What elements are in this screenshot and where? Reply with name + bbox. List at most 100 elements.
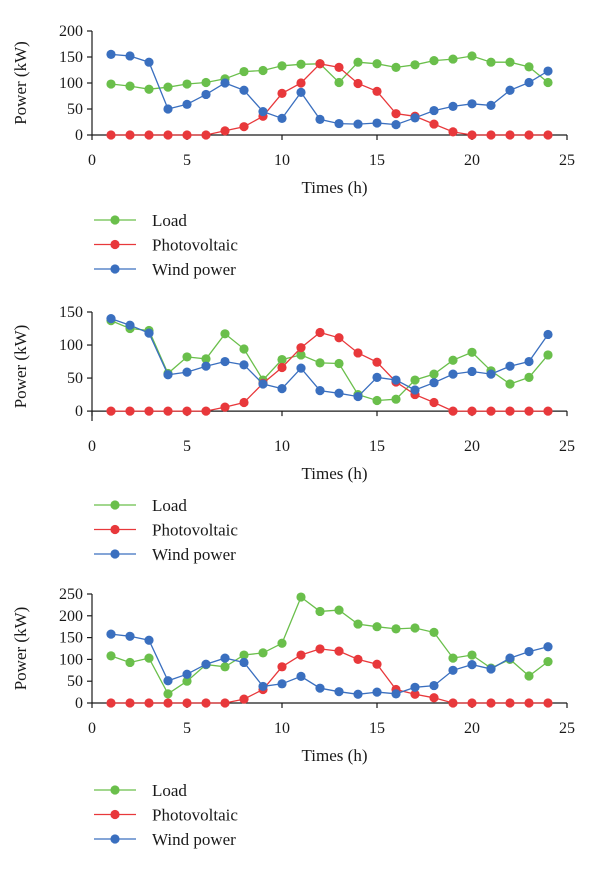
panel1-wind-power-point	[277, 113, 287, 123]
panel1-wind-power-point	[125, 51, 135, 61]
panel1-wind-power-point	[106, 49, 116, 60]
panel1-photovoltaic-point	[163, 130, 173, 140]
panel3-load-point	[125, 657, 135, 668]
panel1-wind-power-point	[296, 87, 306, 97]
panel2-x-tick-label: 25	[559, 438, 575, 455]
panel3-wind-power-point	[543, 642, 553, 652]
panel2-wind-power-line	[110, 317, 549, 398]
panel1-photovoltaic-point	[201, 130, 211, 140]
panel2-load-point	[182, 352, 192, 362]
panel1-load-point	[353, 57, 363, 67]
panel2-load-point	[220, 329, 230, 339]
panel1-x-tick-label: 0	[88, 152, 96, 169]
panel1-photovoltaic-point	[144, 130, 154, 140]
panel2-photovoltaic-point	[296, 343, 306, 353]
panel3-photovoltaic-point	[125, 698, 135, 708]
panel1-load-point	[182, 79, 192, 89]
panel1-legend-photovoltaic-label: Photovoltaic	[152, 236, 238, 255]
panel2-y-tick-label: 100	[59, 337, 83, 354]
panel2-x-tick-label: 10	[274, 438, 290, 455]
panel1-load-point	[258, 65, 268, 76]
panel3-photovoltaic-point	[220, 698, 230, 708]
panel2-wind-power-point	[144, 328, 154, 338]
panel1-photovoltaic-point	[467, 130, 477, 140]
panel1-wind-power-point	[505, 85, 515, 95]
panel2-x-tick-label: 20	[464, 438, 480, 455]
panel3-load-point	[163, 689, 173, 699]
panel1-load-point	[239, 66, 249, 77]
panel3-wind-power-point	[334, 687, 344, 697]
panel1-y-tick-label: 150	[59, 49, 83, 66]
panel2-photovoltaic-point	[239, 397, 249, 408]
panel2-legend-photovoltaic-label: Photovoltaic	[152, 521, 238, 540]
panel1-wind-power-point	[334, 118, 344, 129]
panel1-y-axis-title: Power (kW)	[11, 41, 30, 125]
panel3-load-point	[467, 650, 477, 660]
panel3-photovoltaic-point	[524, 698, 534, 708]
panel2-load-point	[391, 394, 401, 404]
panel3-wind-power-point	[106, 629, 116, 639]
panel1-photovoltaic-point	[448, 127, 458, 137]
panel1-y-tick-label: 200	[59, 23, 83, 40]
panel1-wind-power-point	[391, 120, 401, 130]
panel1-load-point	[334, 77, 344, 88]
panel3-y-tick-label: 200	[59, 608, 83, 625]
panel3-x-tick-label: 0	[88, 720, 96, 737]
panel3-photovoltaic-point	[334, 646, 344, 656]
panel3-photovoltaic-point	[429, 693, 439, 703]
panel1-load-point	[505, 57, 515, 67]
panel2-wind-power-point	[429, 378, 439, 388]
panel3-x-tick-label: 25	[559, 720, 575, 737]
panel2-y-tick-label: 50	[67, 370, 83, 387]
panel2-photovoltaic-point	[524, 406, 534, 416]
panel3-load-point	[391, 624, 401, 634]
panel3-photovoltaic-point	[315, 644, 325, 654]
panel2-load-point	[467, 347, 477, 357]
panel2-legend-photovoltaic-marker	[110, 524, 120, 535]
panel2-wind-power-point	[315, 386, 325, 396]
panel1-y-tick-label: 100	[59, 75, 83, 92]
panel3-wind-power-point	[372, 687, 382, 697]
panel3-load-point	[144, 653, 154, 663]
panel3-photovoltaic-point	[106, 698, 116, 708]
panel2-photovoltaic-point	[144, 406, 154, 416]
panel2-wind-power-point	[334, 388, 344, 398]
panel1-wind-power-point	[353, 119, 363, 129]
panel2-x-tick-label: 5	[183, 438, 191, 455]
panel2-wind-power-point	[391, 375, 401, 385]
panel2-wind-power-point	[182, 367, 192, 377]
panel1-photovoltaic-point	[220, 126, 230, 136]
panel2-load-point	[543, 350, 553, 360]
panel1-load-point	[125, 81, 135, 91]
panel2-wind-power-point	[296, 363, 306, 373]
panel2-wind-power-point	[353, 391, 363, 402]
panel3-load-point	[410, 623, 420, 633]
panel2-photovoltaic-line	[111, 331, 548, 412]
panel3-photovoltaic-point	[467, 698, 477, 708]
panel2-photovoltaic-point	[448, 406, 458, 416]
panel1-load-point	[163, 82, 173, 92]
panel3-photovoltaic-point	[448, 698, 458, 708]
panel3-photovoltaic-point	[372, 659, 382, 669]
panel2-load-point	[524, 372, 534, 382]
panel3-photovoltaic-point	[144, 698, 154, 708]
panel3-wind-power-point	[486, 664, 496, 674]
panel2-legend-load-marker	[110, 500, 120, 510]
panel1-wind-power-point	[486, 100, 496, 110]
panel3-legend-load-marker	[110, 785, 120, 795]
panel3-wind-power-point	[353, 689, 363, 699]
panel2-load-point	[448, 355, 458, 365]
panel2-photovoltaic-point	[277, 362, 287, 373]
panel2-legend-load-label: Load	[152, 496, 187, 515]
panel3-load-point	[220, 662, 230, 672]
panel3-load-point	[277, 638, 287, 648]
panel2-photovoltaic-point	[315, 327, 325, 338]
panel3-load-point	[296, 592, 306, 602]
panel2-wind-power-point	[543, 329, 553, 340]
panel3-x-tick-label: 15	[369, 720, 385, 737]
panel3-load-point	[258, 648, 268, 658]
panel1-load-point	[277, 61, 287, 71]
panel1-load-line	[110, 55, 549, 90]
panel1-x-tick-label: 5	[183, 152, 191, 169]
